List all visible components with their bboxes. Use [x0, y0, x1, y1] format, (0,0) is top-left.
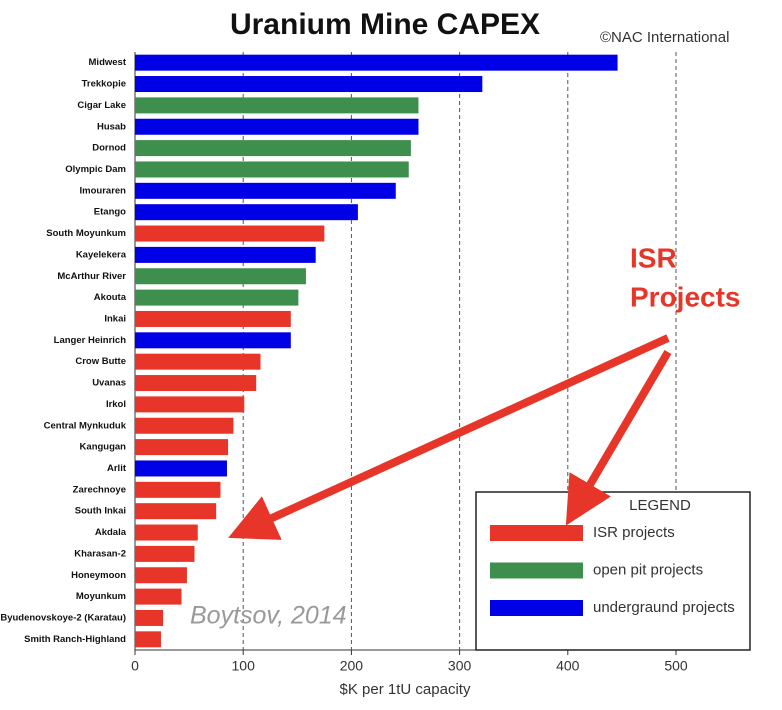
bar — [135, 481, 221, 498]
bar — [135, 76, 483, 93]
y-tick-label: Crow Butte — [75, 356, 126, 367]
bar — [135, 545, 195, 562]
legend-label: undergraund projects — [593, 599, 735, 616]
y-tick-label: Moyunkum — [76, 591, 126, 602]
y-tick-label: Irkol — [106, 399, 126, 410]
bar — [135, 588, 182, 605]
bar — [135, 567, 187, 584]
bar — [135, 118, 419, 135]
bar — [135, 97, 419, 114]
legend-swatch — [490, 562, 583, 579]
y-tick-label: Langer Heinrich — [54, 335, 127, 346]
y-tick-label: Cigar Lake — [77, 100, 126, 111]
legend-swatch — [490, 525, 583, 541]
legend-title: LEGEND — [629, 497, 691, 514]
legend-swatch — [490, 600, 583, 616]
bar — [135, 54, 618, 71]
arrow — [228, 334, 670, 540]
bar — [135, 631, 161, 648]
y-tick-label: Kharasan-2 — [74, 548, 126, 559]
y-tick-label: Olympic Dam — [65, 164, 126, 175]
bar — [135, 417, 234, 434]
bar — [135, 503, 217, 520]
x-tick-label: 0 — [131, 658, 139, 674]
bar — [135, 460, 227, 477]
bar — [135, 353, 261, 370]
y-tick-label: Akdala — [95, 527, 127, 538]
y-tick-label: Trekkopie — [82, 79, 126, 90]
bar — [135, 225, 325, 242]
y-tick-label: Dornod — [92, 143, 126, 154]
y-tick-label: Kangugan — [80, 442, 127, 453]
bar — [135, 524, 198, 541]
y-tick-label: Husab — [97, 121, 126, 132]
y-tick-label: McArthur River — [57, 271, 126, 282]
x-tick-label: 100 — [232, 658, 256, 674]
bar — [135, 375, 257, 392]
y-tick-label: Honeymoon — [71, 570, 126, 581]
bar — [135, 332, 291, 349]
bar — [135, 140, 411, 157]
annotation: Projects — [630, 281, 741, 312]
credit: ©NAC International — [600, 29, 729, 46]
y-tick-label: Etango — [94, 207, 126, 218]
bar — [135, 396, 245, 413]
x-tick-label: 400 — [556, 658, 580, 674]
y-tick-label: Akouta — [94, 292, 127, 303]
y-tick-label: Inkai — [104, 313, 126, 324]
bar — [135, 268, 306, 285]
source-note: Boytsov, 2014 — [190, 602, 347, 630]
plot-area: 0 100 200 300 400 500 Midwest Trekkopie Cigar La… — [0, 52, 688, 674]
x-tick-label: 300 — [448, 658, 472, 674]
x-axis-label: $K per 1tU capacity — [340, 681, 471, 698]
bar — [135, 182, 396, 199]
bar — [135, 161, 409, 178]
bar — [135, 609, 164, 626]
y-tick-label: Uvanas — [92, 378, 126, 389]
bar — [135, 204, 358, 221]
y-tick-label: Central Mynkuduk — [44, 420, 127, 431]
bar — [135, 439, 229, 456]
bar — [135, 310, 291, 327]
legend-label: ISR projects — [593, 524, 675, 541]
y-tick-label: South Moyunkum — [46, 228, 126, 239]
legend-label: open pit projects — [593, 561, 703, 578]
x-tick-label: 200 — [340, 658, 364, 674]
y-tick-label: Midwest — [89, 57, 127, 68]
y-tick-label: Smith Ranch-Highland — [24, 634, 126, 645]
y-tick-label: Zarechnoye — [73, 484, 126, 495]
y-tick-label: Arlit — [107, 463, 127, 474]
annotation: ISR — [630, 242, 677, 273]
bar — [135, 289, 299, 306]
chart-title: Uranium Mine CAPEX — [230, 8, 540, 41]
y-tick-label: Kayelekera — [76, 249, 127, 260]
y-tick-label: South Inkai — [75, 506, 126, 517]
x-tick-label: 500 — [664, 658, 688, 674]
y-tick-label: Byudenovskoye-2 (Karatau) — [0, 612, 126, 623]
legend: LEGEND ISR projects open pit projects under… — [490, 497, 735, 616]
arrow — [565, 349, 672, 526]
bar — [135, 246, 316, 263]
y-tick-label: Imouraren — [80, 185, 127, 196]
